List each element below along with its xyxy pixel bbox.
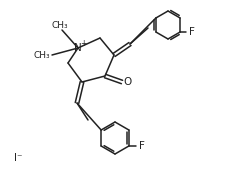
Text: CH₃: CH₃ <box>52 20 68 30</box>
Text: +: + <box>80 39 86 48</box>
Text: F: F <box>139 141 145 151</box>
Text: CH₃: CH₃ <box>34 52 50 61</box>
Text: N: N <box>74 43 82 53</box>
Text: O: O <box>124 77 132 87</box>
Text: F: F <box>189 27 195 37</box>
Text: I⁻: I⁻ <box>14 153 22 163</box>
